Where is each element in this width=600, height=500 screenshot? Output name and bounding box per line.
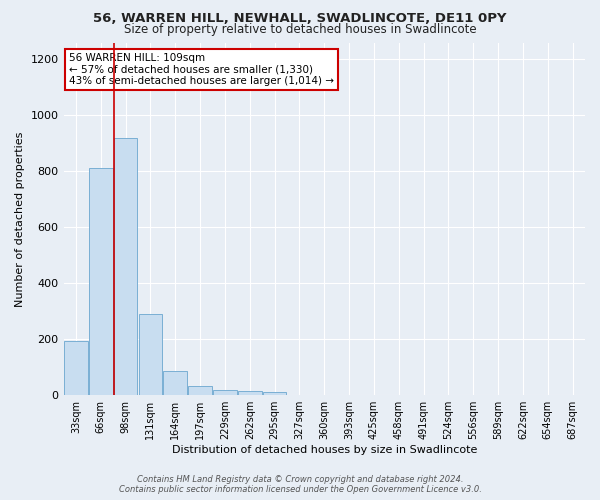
Bar [238, 392, 262, 395]
Bar [139, 314, 162, 395]
Bar [188, 386, 212, 395]
Text: 56, WARREN HILL, NEWHALL, SWADLINCOTE, DE11 0PY: 56, WARREN HILL, NEWHALL, SWADLINCOTE, D… [93, 12, 507, 26]
Bar [263, 392, 286, 395]
Bar [114, 138, 137, 395]
Bar [89, 168, 113, 395]
Text: Contains HM Land Registry data © Crown copyright and database right 2024.
Contai: Contains HM Land Registry data © Crown c… [119, 474, 481, 494]
Bar [64, 341, 88, 395]
Text: 56 WARREN HILL: 109sqm
← 57% of detached houses are smaller (1,330)
43% of semi-: 56 WARREN HILL: 109sqm ← 57% of detached… [69, 53, 334, 86]
Bar [163, 372, 187, 395]
X-axis label: Distribution of detached houses by size in Swadlincote: Distribution of detached houses by size … [172, 445, 477, 455]
Y-axis label: Number of detached properties: Number of detached properties [15, 131, 25, 306]
Text: Size of property relative to detached houses in Swadlincote: Size of property relative to detached ho… [124, 22, 476, 36]
Bar [213, 390, 237, 395]
